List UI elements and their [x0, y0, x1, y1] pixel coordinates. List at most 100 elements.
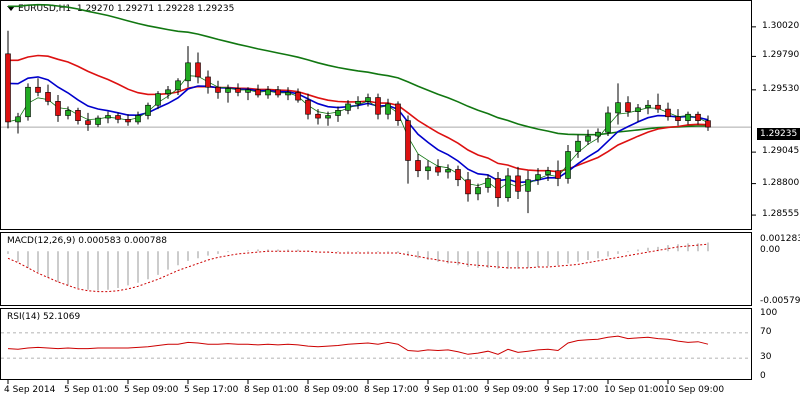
candle-body — [615, 102, 621, 114]
time-axis-label: 5 Sep 01:00 — [64, 385, 119, 395]
candle-body — [495, 178, 501, 199]
candle-body — [25, 86, 31, 118]
price-axis-label: 1.29530 — [762, 83, 800, 94]
time-axis-label: 9 Sep 17:00 — [544, 385, 599, 395]
candle-body — [285, 92, 291, 96]
candle-body — [205, 76, 211, 88]
candle-body — [525, 179, 531, 192]
candle-body — [565, 151, 571, 179]
candle-body — [365, 97, 371, 102]
candle-body — [665, 108, 671, 118]
candle-body — [395, 103, 401, 121]
candle-body — [175, 80, 181, 91]
candle-body — [335, 110, 341, 116]
candle-body — [105, 115, 111, 119]
candle-body — [545, 170, 551, 175]
candle-body — [275, 89, 281, 96]
candle-body — [675, 116, 681, 121]
candle-body — [555, 170, 561, 179]
candle-body — [295, 92, 301, 101]
candle-body — [415, 160, 421, 172]
candle-body — [245, 89, 251, 93]
candle-body — [255, 89, 261, 96]
candle-body — [625, 102, 631, 112]
candle-body — [225, 88, 231, 93]
candle-body — [535, 174, 541, 181]
time-axis-label: 10 Sep 09:00 — [664, 385, 725, 395]
candle-body — [515, 175, 521, 192]
candle-body — [685, 113, 691, 121]
rsi-axis-label: 70 — [760, 326, 772, 337]
candle-body — [595, 131, 601, 137]
candle-body — [405, 120, 411, 161]
candle-body — [315, 113, 321, 119]
ma-fast-line — [7, 76, 709, 184]
candle-body — [115, 115, 121, 120]
candle-body — [585, 135, 591, 142]
time-axis-label: 8 Sep 09:00 — [304, 385, 359, 395]
candle-body — [695, 113, 701, 121]
symbol-title: EURUSD,H1 — [18, 4, 72, 14]
price-axis-label: 1.29790 — [762, 50, 800, 61]
candle-body — [75, 110, 81, 121]
current-price-tag: 1.29235 — [757, 128, 800, 140]
rsi-axis-label: 30 — [760, 352, 772, 363]
price-axis-label: 1.30020 — [762, 20, 800, 31]
rsi-title: RSI(14) 52.1069 — [7, 312, 81, 322]
candle-body — [305, 99, 311, 115]
time-axis-label: 4 Sep 2014 — [4, 385, 56, 395]
candle-body — [655, 104, 661, 110]
candle-body — [65, 110, 71, 116]
candle-body — [45, 92, 51, 102]
candle-body — [235, 88, 241, 93]
candle-body — [85, 120, 91, 125]
candle-body — [345, 103, 351, 111]
candle-body — [125, 119, 131, 123]
candle-body — [155, 93, 161, 106]
candle-body — [165, 89, 171, 94]
chart-menu-icon[interactable] — [7, 6, 15, 11]
candle-body — [375, 97, 381, 115]
candle-body — [485, 178, 491, 188]
candle-body — [385, 103, 391, 115]
price-axis-label: 1.29045 — [762, 146, 800, 157]
candle-body — [425, 166, 431, 172]
rsi-axis-label: 100 — [760, 308, 778, 318]
candle-body — [445, 169, 451, 173]
time-axis-label: 5 Sep 17:00 — [184, 385, 239, 395]
time-axis-label: 8 Sep 01:00 — [244, 385, 299, 395]
candle-body — [605, 112, 611, 133]
rsi-line — [7, 335, 709, 355]
macd-indicator-pane[interactable]: MACD(12,26,9) 0.000583 0.000788 — [0, 232, 752, 306]
rsi-axis-label: 0 — [760, 371, 766, 381]
candle-body — [145, 104, 151, 116]
candle-body — [355, 101, 361, 105]
symbol-header: EURUSD,H1 1.29270 1.29271 1.29228 1.2923… — [7, 4, 234, 14]
candle-body — [635, 107, 641, 112]
macd-signal-line — [7, 243, 709, 293]
macd-axis-label: 0.001283 — [760, 234, 800, 244]
candle-body — [435, 166, 441, 173]
candle-body — [5, 53, 11, 123]
ma-thin-line — [7, 75, 709, 191]
candle-body — [215, 86, 221, 93]
candle-body — [475, 187, 481, 195]
time-axis-label: 10 Sep 01:00 — [604, 385, 665, 395]
candle-body — [645, 104, 651, 109]
ma-slow-line — [8, 3, 708, 136]
candle-body — [135, 115, 141, 123]
candle-body — [195, 62, 201, 78]
macd-axis-label: 0.00 — [760, 245, 781, 256]
candle-body — [325, 115, 331, 119]
ma-mid-line — [8, 54, 709, 173]
candle-body — [465, 179, 471, 195]
candle-body — [15, 116, 21, 123]
time-axis-label: 9 Sep 09:00 — [484, 385, 539, 395]
symbol-ohlc: 1.29270 1.29271 1.29228 1.29235 — [76, 4, 235, 14]
candle-body — [705, 120, 711, 128]
candle-body — [95, 117, 101, 125]
candle-body — [185, 62, 191, 82]
candle-body — [575, 140, 581, 152]
